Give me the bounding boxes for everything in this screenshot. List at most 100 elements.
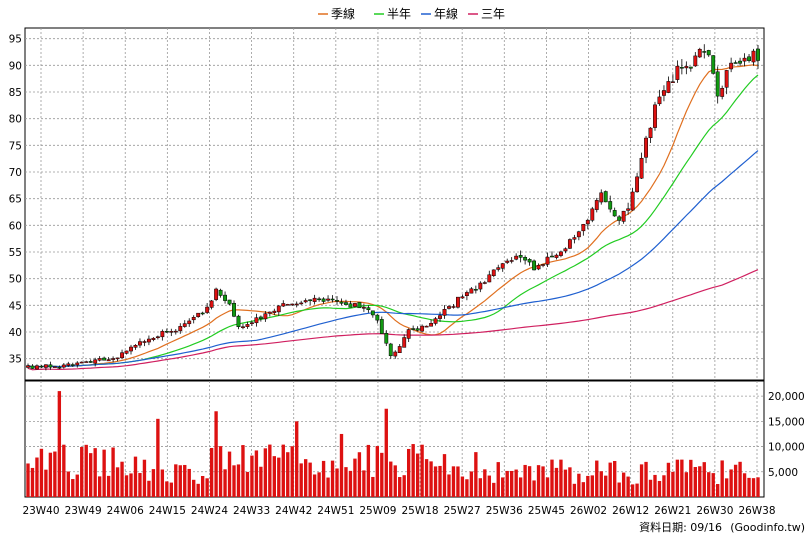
volume-bar [639, 464, 644, 497]
candle-body [66, 363, 71, 366]
candle-body [249, 322, 254, 324]
volume-bar [590, 475, 594, 497]
volume-bar [662, 475, 666, 497]
candle-body [684, 66, 689, 69]
volume-bar [277, 457, 281, 497]
volume-bar [62, 444, 66, 497]
candle-body [550, 255, 554, 258]
volume-bar [353, 458, 357, 497]
candle-body [52, 366, 57, 368]
candle-body [747, 56, 751, 61]
volume-bar [599, 471, 603, 497]
volume-bar [523, 464, 527, 497]
volume-bar [747, 477, 751, 497]
candle-body [339, 301, 344, 304]
volume-tick-label: 5,000 [768, 467, 798, 479]
candle-body [361, 307, 366, 309]
candle-body [285, 304, 290, 306]
volume-bar [424, 459, 429, 497]
volume-bar [66, 471, 70, 497]
candle-body [617, 216, 622, 221]
volume-bar [433, 466, 438, 497]
candle-body [630, 191, 635, 211]
volume-bar [474, 452, 478, 497]
candle-body [142, 341, 147, 343]
volume-bar [138, 473, 142, 497]
candle-body [88, 361, 93, 363]
volume-bar [460, 476, 465, 497]
volume-bar [366, 444, 371, 497]
volume-bar [469, 471, 474, 497]
candle-body [223, 294, 227, 301]
candle-body [545, 256, 550, 265]
volume-bar [102, 449, 106, 497]
volume-bar [200, 475, 205, 497]
candle-body [241, 326, 245, 328]
candle-body [111, 358, 116, 360]
volume-bar [635, 483, 639, 497]
candle-body [644, 137, 648, 158]
candle-body [563, 248, 568, 252]
candle-body [312, 297, 317, 302]
volume-bar [550, 459, 554, 497]
volume-bar [254, 450, 259, 497]
volume-bar [756, 477, 760, 497]
volume-bar [716, 484, 720, 497]
volume-bar [35, 457, 39, 497]
candle-body [191, 317, 196, 321]
volume-bar [106, 475, 111, 497]
volume-bar [335, 468, 339, 497]
volume-bar [559, 459, 563, 497]
candle-body [532, 260, 537, 271]
price-tick-label: 85 [9, 87, 22, 99]
candle-body [451, 306, 456, 308]
volume-bar [724, 478, 729, 497]
volume-bar [89, 453, 93, 497]
volume-bar [142, 459, 147, 497]
candle-body [353, 303, 357, 307]
candle-body [402, 337, 407, 348]
volume-bar [272, 456, 276, 497]
volume-bar [223, 469, 227, 497]
candle-body [263, 313, 268, 320]
volume-bar [554, 467, 559, 497]
volume-bar [178, 465, 182, 497]
candle-body [155, 336, 160, 339]
ma-half-year-line [27, 74, 759, 368]
candle-body [487, 274, 492, 283]
volume-bar [698, 466, 702, 497]
volume-bar [380, 452, 384, 497]
price-tick-label: 65 [9, 194, 22, 206]
volume-bar [93, 448, 97, 497]
candle-body [232, 302, 236, 317]
volume-tick-label: 15,000 [768, 416, 805, 428]
volume-bar [438, 465, 442, 497]
volume-bar [465, 479, 469, 497]
volume-bar [693, 467, 697, 497]
price-panel: 35 40 45 50 55 60 65 70 75 80 85 90 95 [9, 27, 765, 381]
x-tick-label: 25W27 [444, 505, 481, 517]
candle-body [57, 366, 62, 369]
candle-body [706, 50, 711, 56]
x-tick-label: 25W45 [528, 505, 565, 517]
candle-body [729, 62, 734, 70]
candle-body [97, 358, 102, 361]
volume-bar [429, 461, 433, 497]
volume-bar [241, 445, 245, 497]
x-tick-label: 26W38 [738, 505, 775, 517]
volume-bar [165, 481, 169, 497]
volume-bar [250, 455, 254, 497]
candle-body [245, 324, 250, 327]
candle-body [518, 255, 523, 258]
volume-bar [330, 460, 335, 497]
volume-bar [147, 480, 151, 497]
volume-bar [738, 461, 742, 497]
candle-body [666, 81, 671, 93]
candle-body [420, 325, 425, 332]
volume-bar [133, 456, 138, 497]
volume-bar [711, 473, 715, 497]
volume-bar [393, 465, 397, 497]
candle-body [742, 57, 747, 62]
candle-body [308, 299, 313, 302]
